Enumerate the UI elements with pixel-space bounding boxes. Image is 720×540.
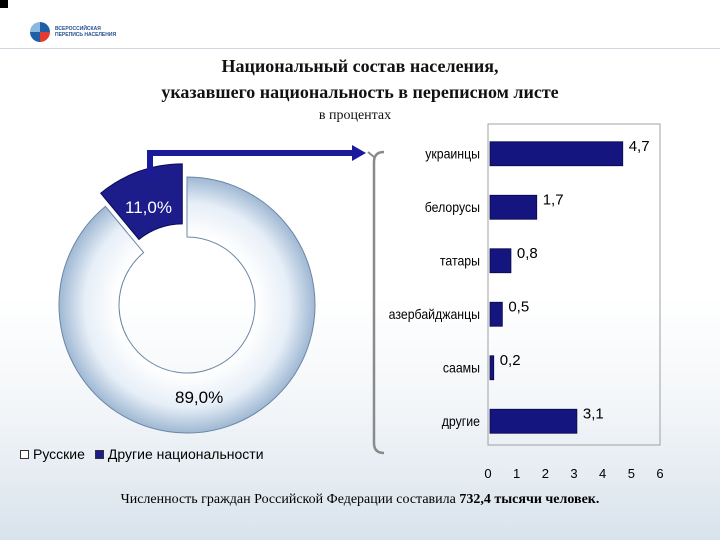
bar-category-label-0: украинцы xyxy=(425,146,480,162)
bracket-tip xyxy=(367,151,375,158)
donut-label-russians: 89,0% xyxy=(175,388,223,407)
bar-plot-frame xyxy=(487,123,661,446)
bar-value-label-0: 4,7 xyxy=(629,138,650,155)
donut-label-others: 11,0% xyxy=(125,198,172,217)
bar-0 xyxy=(489,141,624,167)
footer-total: 732,4 тысячи человек. xyxy=(459,492,600,507)
footer-text: Численность граждан Российской Федерации… xyxy=(120,492,460,507)
donut-chart: 11,0% 89,0% xyxy=(58,163,316,434)
donut-slice-others xyxy=(99,163,183,241)
x-tick-label-3: 3 xyxy=(570,466,577,481)
logo-line-2: ПЕРЕПИСЬ НАСЕЛЕНИЯ xyxy=(55,32,117,38)
bar-value-label-1: 1,7 xyxy=(543,191,564,208)
x-tick-label-2: 2 xyxy=(542,466,549,481)
logo-line-1: ВСЕРОССИЙСКАЯ xyxy=(55,26,101,32)
bar-5 xyxy=(489,408,578,434)
legend-item-russians: Русские xyxy=(20,446,85,462)
bar-category-label-2: татары xyxy=(440,253,480,269)
legend: Русские Другие национальности xyxy=(20,446,274,462)
census-emblem-icon xyxy=(30,22,50,42)
chart-title-line-2: указавшего национальность в переписном л… xyxy=(161,82,559,102)
bar-4 xyxy=(489,355,495,381)
header-divider xyxy=(0,48,720,49)
bar-2 xyxy=(489,248,512,274)
legend-item-others: Другие национальности xyxy=(94,446,264,462)
bar-category-label-5: другие xyxy=(442,414,480,430)
corner-mark xyxy=(0,0,8,8)
bar-value-label-5: 3,1 xyxy=(583,405,604,422)
connector xyxy=(147,145,385,455)
connector-line xyxy=(147,150,355,178)
x-tick-label-0: 0 xyxy=(484,466,491,481)
x-tick-label-4: 4 xyxy=(599,466,606,481)
chart-subtitle: в процентах xyxy=(318,108,392,123)
bar-category-label-3: азербайджанцы xyxy=(389,307,480,323)
connector-arrow-head xyxy=(352,145,366,161)
bar-value-label-3: 0,5 xyxy=(508,298,529,315)
footer-note: Численность граждан Российской Федерации… xyxy=(0,492,720,508)
bar-category-label-1: белорусы xyxy=(425,200,480,216)
bar-1 xyxy=(489,194,538,220)
legend-swatch-russians xyxy=(20,449,29,459)
bar-3 xyxy=(489,301,503,327)
legend-label-russians: Русские xyxy=(33,446,85,462)
x-tick-label-6: 6 xyxy=(656,466,663,481)
bar-value-label-4: 0,2 xyxy=(500,352,521,369)
bracket xyxy=(372,150,385,455)
bar-category-label-4: саамы xyxy=(443,360,480,376)
x-tick-label-1: 1 xyxy=(513,466,520,481)
x-tick-label-5: 5 xyxy=(628,466,635,481)
chart-title-line-1: Национальный состав населения, xyxy=(221,56,499,76)
bar-chart: украинцы 4,7 белорусы 1,7 татары 0,8 азербайдж… xyxy=(389,123,664,481)
bar-value-label-2: 0,8 xyxy=(517,245,538,262)
legend-swatch-others xyxy=(94,449,104,459)
legend-label-others: Другие национальности xyxy=(107,446,264,462)
census-logo: ВСЕРОССИЙСКАЯ ПЕРЕПИСЬ НАСЕЛЕНИЯ xyxy=(30,22,116,42)
donut-slice-russians xyxy=(58,176,316,434)
